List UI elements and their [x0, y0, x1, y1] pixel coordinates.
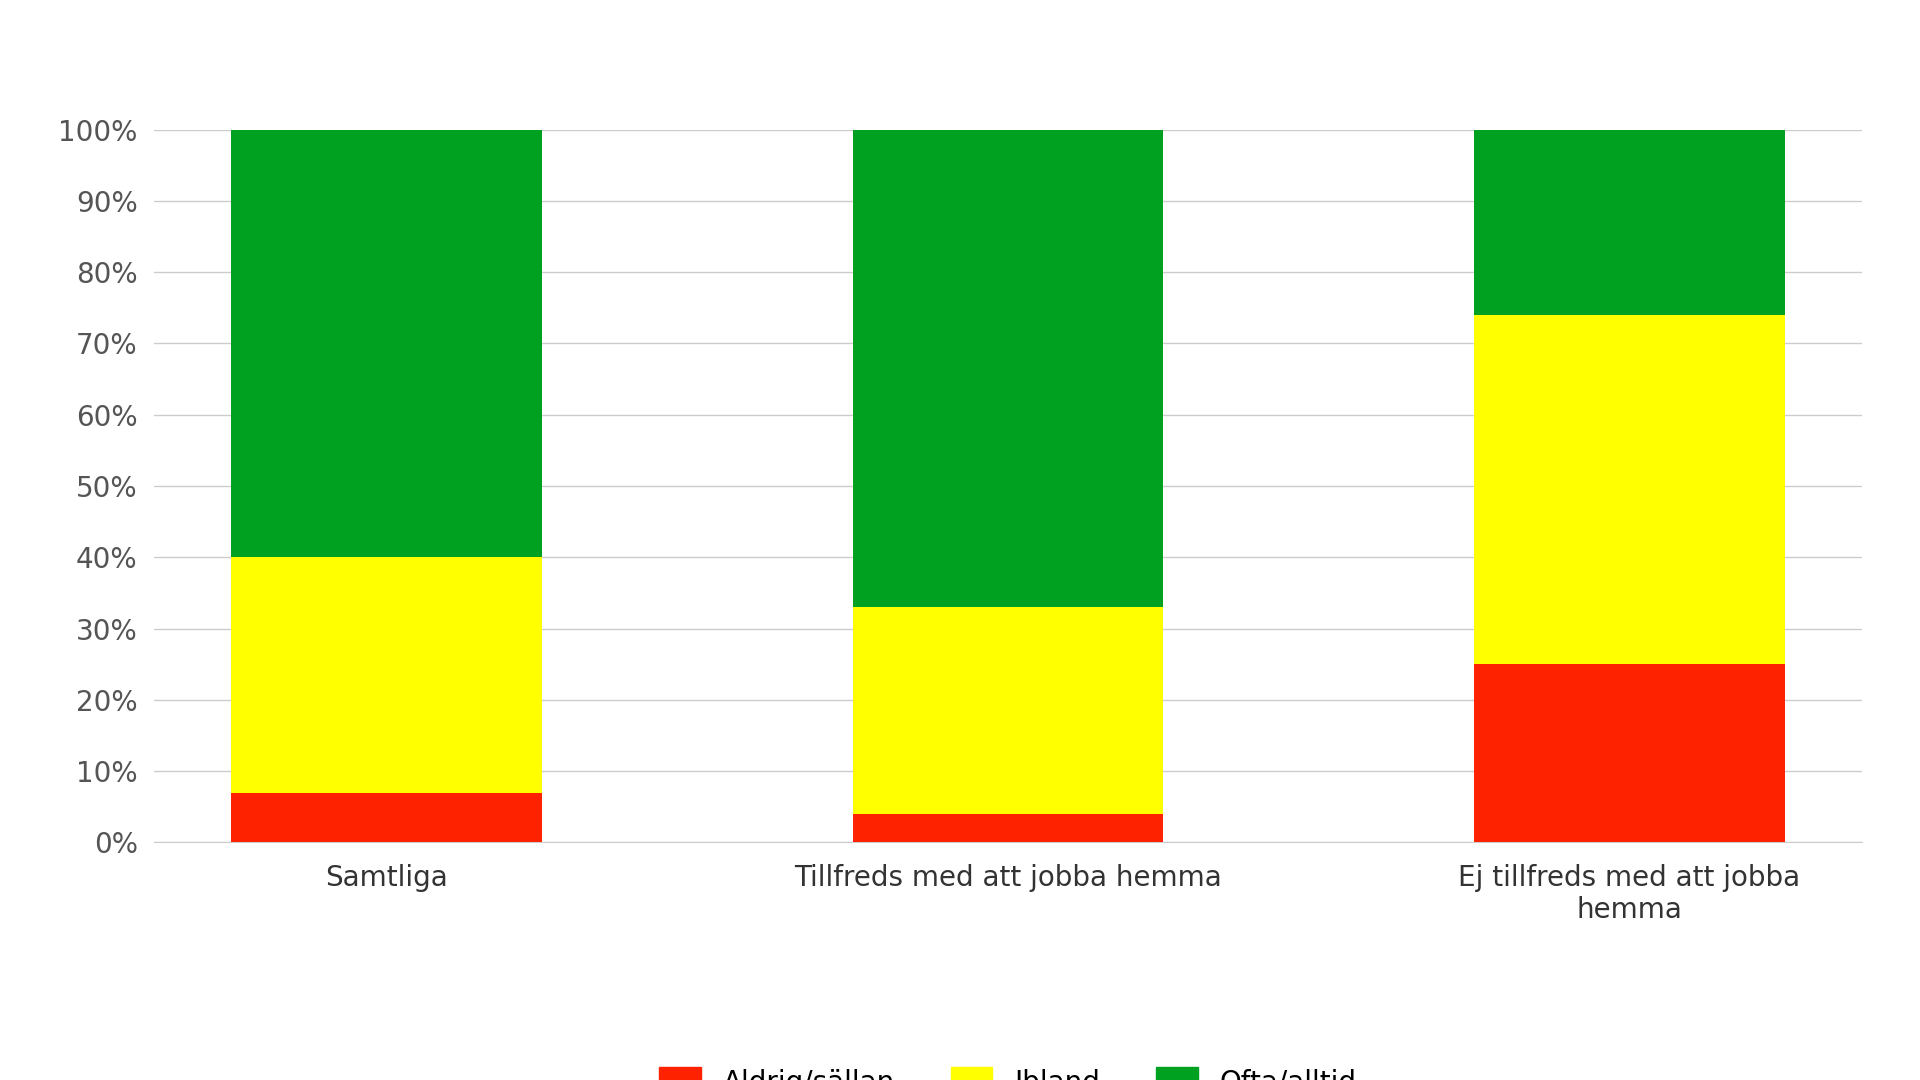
- Bar: [1475, 130, 1786, 315]
- Bar: [230, 793, 541, 842]
- Bar: [852, 814, 1164, 842]
- Bar: [852, 607, 1164, 814]
- Legend: Aldrig/sällan, Ibland, Ofta/alltid: Aldrig/sällan, Ibland, Ofta/alltid: [647, 1056, 1369, 1080]
- Bar: [852, 130, 1164, 607]
- Bar: [230, 557, 541, 793]
- Bar: [230, 130, 541, 557]
- Bar: [1475, 315, 1786, 664]
- Bar: [1475, 664, 1786, 842]
